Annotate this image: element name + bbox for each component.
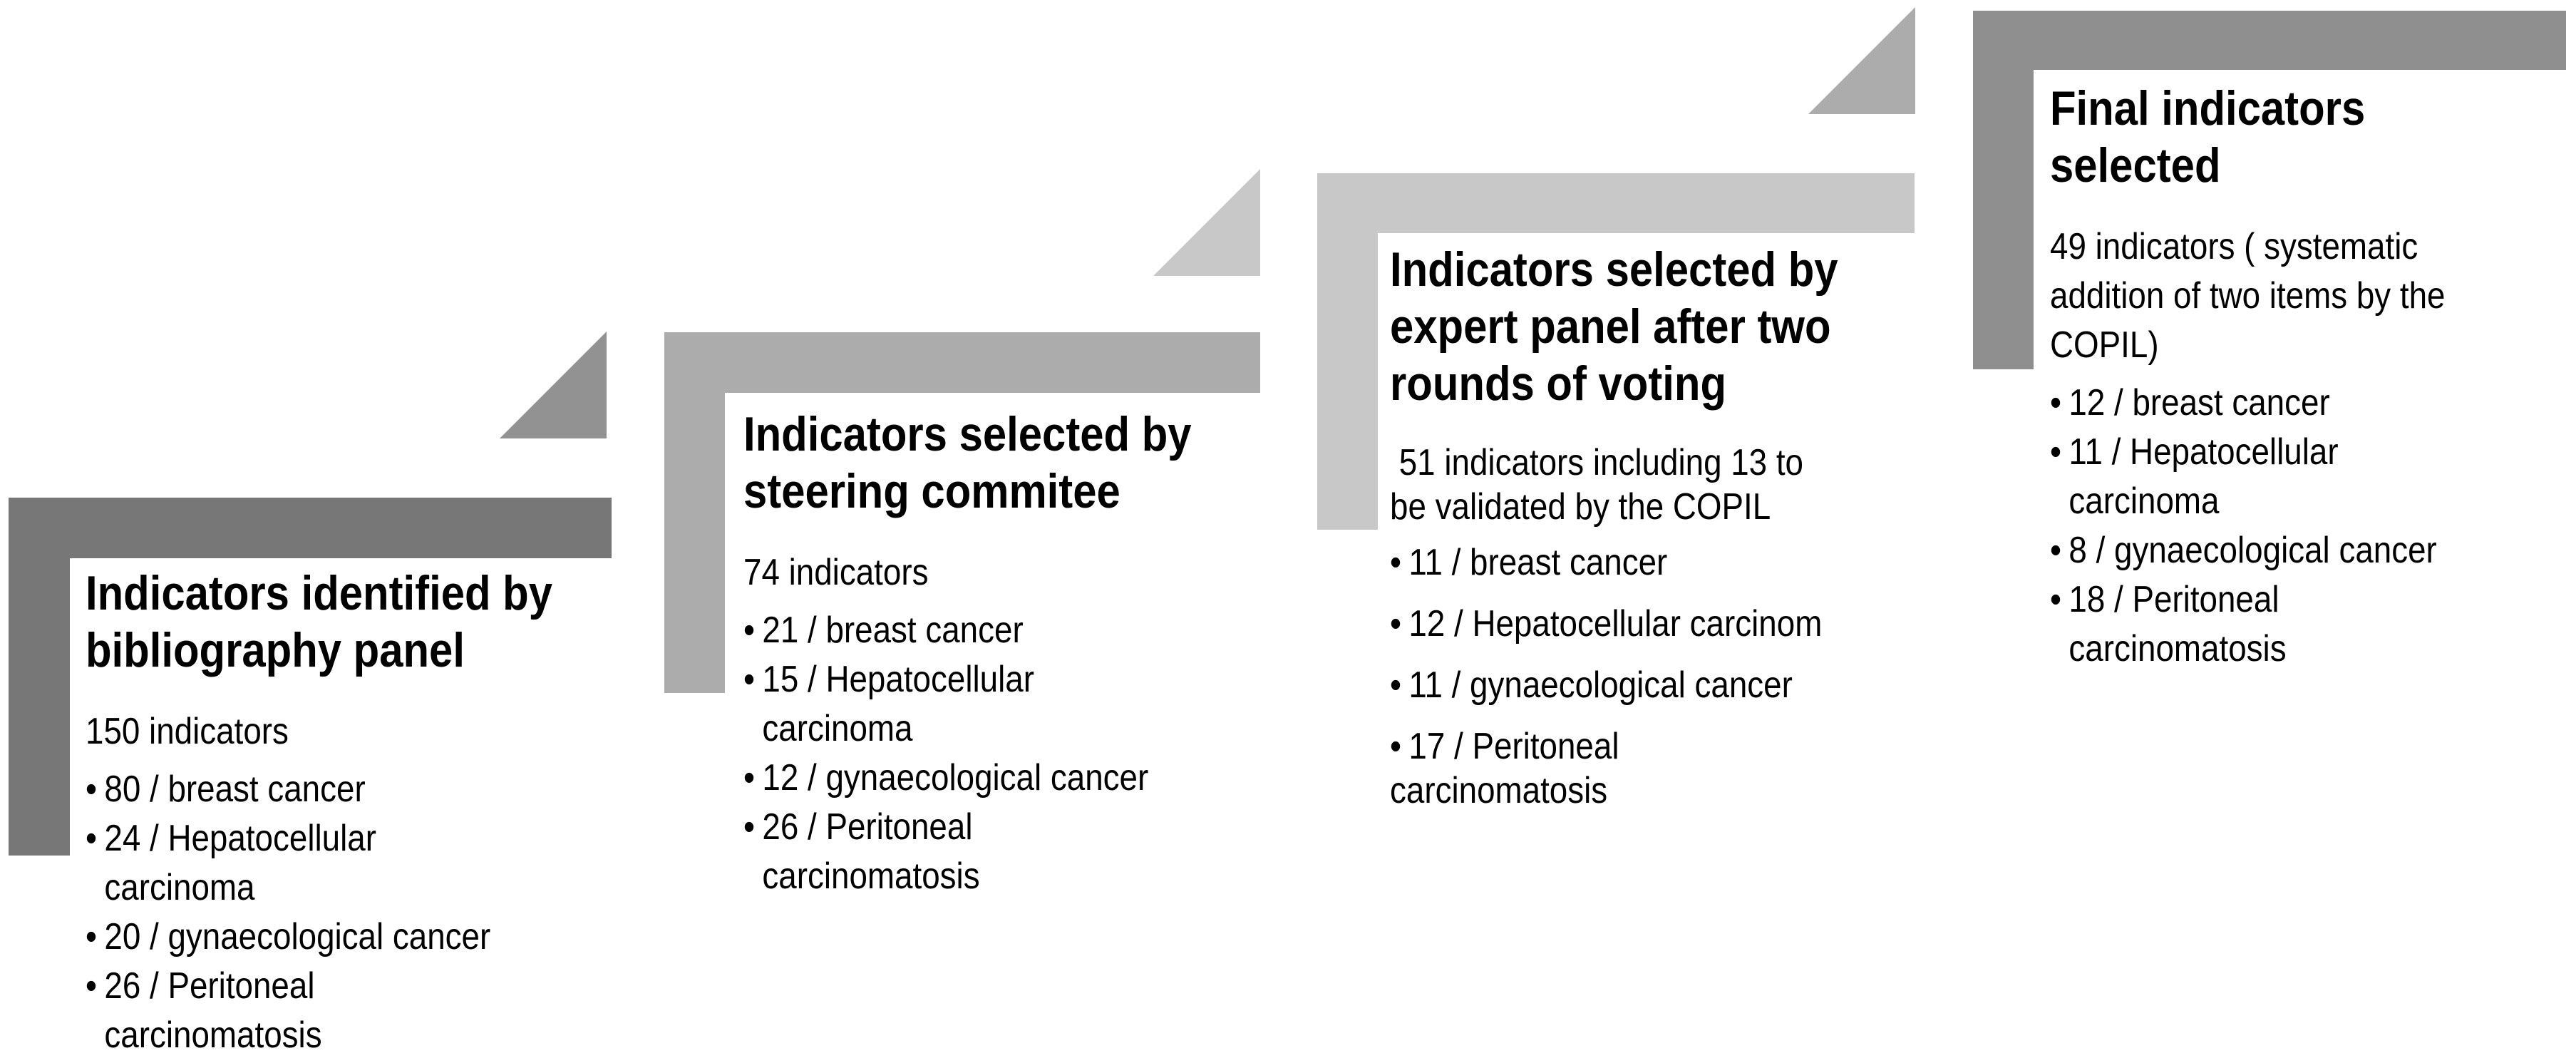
bullet-item: • 12 / gynaecological cancer [743, 754, 1295, 803]
step-4-bar-vertical [1973, 11, 2034, 369]
bullet-item: • 18 / Peritoneal carcinomatosis [2050, 575, 2576, 674]
bullet-icon: • [2050, 530, 2062, 571]
bullet-item: • 8 / gynaecological cancer [2050, 526, 2576, 575]
bullet-item: • 80 / breast cancer [86, 765, 637, 814]
bullet-text: 11 / breast cancer [1408, 542, 1668, 583]
bullet-icon: • [86, 916, 98, 957]
step-4-content: Final indicators selected 49 indicators … [2050, 80, 2576, 674]
step-2-title: Indicators selected by steering commitee [743, 407, 1192, 518]
step-4-bullet-list: • 12 / breast cancer • 11 / Hepatocellular … [2050, 379, 2576, 674]
bullet-text: 8 / gynaecological cancer [2068, 530, 2437, 571]
bullet-text: 21 / breast cancer [762, 610, 1024, 651]
bullet-text: 12 / Hepatocellular carcinom [1408, 603, 1823, 645]
bullet-icon: • [743, 610, 756, 651]
bullet-icon: • [86, 818, 98, 859]
bullet-icon: • [86, 965, 98, 1007]
bullet-text: 12 / breast cancer [2068, 382, 2330, 423]
bullet-item: • 26 / Peritoneal carcinomatosis [86, 962, 637, 1060]
bullet-text: 17 / Peritoneal carcinomatosis [1390, 726, 1619, 811]
step-corner-triangle-3 [1808, 7, 1915, 114]
bullet-icon: • [1390, 542, 1402, 583]
step-4-subtitle: 49 indicators ( systematic addition of t… [2050, 226, 2446, 366]
bullet-icon: • [743, 806, 756, 848]
step-2-bullet-list: • 21 / breast cancer • 15 / Hepatocellular … [743, 606, 1295, 901]
step-1-subtitle: 150 indicators [86, 711, 289, 752]
step-corner-triangle-1 [500, 332, 607, 438]
bullet-icon: • [1390, 726, 1402, 767]
bullet-icon: • [86, 769, 98, 810]
bullet-text: 15 / Hepatocellular carcinoma [762, 659, 1034, 749]
bullet-icon: • [1390, 603, 1402, 645]
bullet-item: • 11 / gynaecological cancer [1390, 663, 1942, 707]
step-3-subtitle: 51 indicators including 13 to be validat… [1390, 442, 1804, 528]
bullet-icon: • [2050, 431, 2062, 473]
bullet-text: 26 / Peritoneal carcinomatosis [104, 965, 322, 1056]
bullet-item: • 17 / Peritoneal carcinomatosis [1390, 724, 1942, 813]
bullet-item: • 12 / Hepatocellular carcinom [1390, 602, 1942, 646]
bullet-item: • 24 / Hepatocellular carcinoma [86, 814, 637, 913]
bullet-text: 11 / Hepatocellular carcinoma [2068, 431, 2339, 522]
step-3-title: Indicators selected by expert panel afte… [1390, 242, 1838, 411]
step-1-bullet-list: • 80 / breast cancer • 24 / Hepatocellular … [86, 765, 637, 1060]
bullet-icon: • [2050, 382, 2062, 423]
bullet-item: • 11 / breast cancer [1390, 540, 1942, 585]
bullet-icon: • [743, 659, 756, 700]
step-3-bullet-list: • 11 / breast cancer • 12 / Hepatocellular … [1390, 540, 1942, 813]
step-1-content: Indicators identified by bibliography pa… [86, 565, 637, 1060]
bullet-icon: • [1390, 664, 1402, 706]
bullet-item: • 11 / Hepatocellular carcinoma [2050, 428, 2576, 526]
step-3-content: Indicators selected by expert panel afte… [1390, 241, 1942, 813]
bullet-text: 11 / gynaecological cancer [1408, 664, 1793, 706]
bullet-text: 20 / gynaecological cancer [104, 916, 491, 957]
bullet-item: • 21 / breast cancer [743, 606, 1295, 655]
bullet-icon: • [743, 757, 756, 798]
step-1-bar-horizontal [9, 498, 612, 558]
bullet-item: • 15 / Hepatocellular carcinoma [743, 655, 1295, 754]
step-2-content: Indicators selected by steering commitee… [743, 406, 1295, 901]
bullet-text: 18 / Peritoneal carcinomatosis [2068, 579, 2287, 669]
bullet-text: 12 / gynaecological cancer [762, 757, 1149, 798]
step-1-title: Indicators identified by bibliography pa… [86, 566, 553, 677]
bullet-text: 24 / Hepatocellular carcinoma [104, 818, 376, 908]
step-2-subtitle: 74 indicators [743, 552, 929, 593]
step-4-bar-horizontal [1973, 11, 2566, 70]
step-corner-triangle-2 [1153, 169, 1260, 276]
bullet-item: • 20 / gynaecological cancer [86, 913, 637, 962]
bullet-text: 26 / Peritoneal carcinomatosis [762, 806, 980, 897]
step-4-title: Final indicators selected [2050, 81, 2366, 192]
bullet-item: • 12 / breast cancer [2050, 379, 2576, 428]
step-3-bar-horizontal [1317, 173, 1915, 233]
bullet-text: 80 / breast cancer [104, 769, 366, 810]
bullet-item: • 26 / Peritoneal carcinomatosis [743, 803, 1295, 901]
bullet-icon: • [2050, 579, 2062, 620]
step-2-bar-horizontal [664, 332, 1260, 393]
